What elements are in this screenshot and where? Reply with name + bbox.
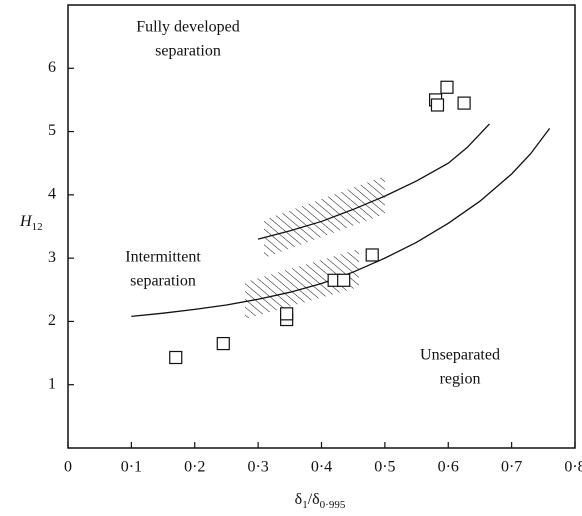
hatched-band	[264, 176, 385, 258]
annotation: separation	[130, 273, 196, 290]
data-point	[440, 80, 454, 94]
data-point	[280, 307, 294, 321]
x-tick-label: 0·3	[247, 459, 268, 476]
x-tick-label: 0	[64, 459, 72, 476]
y-axis-label: H12	[19, 213, 43, 233]
annotation: Intermittent	[125, 249, 201, 266]
x-axis-label: δ1/δ0·995	[295, 491, 346, 511]
data-point	[430, 98, 445, 112]
x-tick-label: 0·1	[121, 459, 142, 476]
y-tick-label: 6	[48, 59, 56, 76]
annotation: region	[440, 371, 481, 388]
data-point	[169, 350, 183, 365]
x-tick-label: 0·2	[184, 459, 205, 476]
data-point	[216, 336, 230, 351]
y-tick-label: 2	[48, 312, 56, 329]
annotation: separation	[155, 43, 221, 60]
x-tick-label: 0·7	[501, 459, 522, 476]
y-tick-label: 5	[48, 122, 56, 139]
y-tick-label: 1	[48, 375, 56, 392]
x-tick-label: 0·4	[311, 459, 332, 476]
x-tick-label: 0·8	[564, 459, 582, 476]
annotation: Unseparated	[420, 347, 500, 364]
data-point	[337, 273, 351, 287]
x-tick-label: 0·6	[438, 459, 459, 476]
y-tick-label: 3	[48, 249, 56, 266]
data-point	[457, 96, 471, 110]
x-tick-label: 0·5	[374, 459, 395, 476]
curve	[257, 123, 490, 240]
y-tick-label: 4	[48, 186, 56, 203]
annotation: Fully developed	[136, 19, 240, 36]
curve	[131, 128, 551, 318]
data-point	[365, 248, 379, 262]
hatched-band	[245, 249, 359, 319]
